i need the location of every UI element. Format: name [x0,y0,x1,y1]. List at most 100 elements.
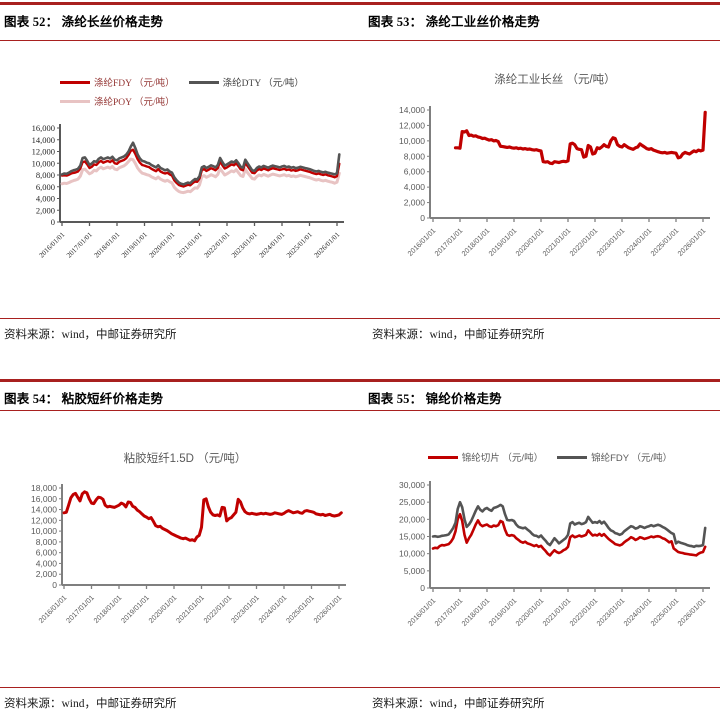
y-tick-label: 14,000 [31,505,57,515]
x-tick-label: 2023/01/01 [595,226,627,258]
y-tick-label: 6,000 [404,167,426,177]
x-tick-label: 2021/01/01 [541,596,573,628]
x-tick-label: 2026/01/01 [676,596,708,628]
x-tick-label: 2026/01/01 [313,230,342,259]
x-tick-label: 2019/01/01 [487,226,519,258]
x-tick-label: 2024/01/01 [258,230,287,259]
y-tick-label: 4,000 [36,558,58,568]
x-tick-label: 2020/01/01 [514,226,546,258]
x-tick-label: 2025/01/01 [649,226,681,258]
section2-rule [0,379,720,382]
legend-row: 涤纶POY （元/吨） [60,94,318,108]
series-line-1 [60,141,341,186]
x-tick-label: 2024/01/01 [622,596,654,628]
y-tick-label: 18,000 [31,483,57,493]
x-tick-label: 2017/01/01 [65,230,94,259]
x-tick-label: 2021/01/01 [541,226,573,258]
x-tick-label: 2022/01/01 [568,226,600,258]
y-tick-label: 20,000 [399,514,425,524]
legend-label: 涤纶POY （元/吨） [94,98,175,108]
y-tick-label: 16,000 [32,123,55,133]
x-tick-label: 2023/01/01 [595,596,627,628]
y-tick-label: 12,000 [399,120,425,130]
y-tick-label: 2,000 [36,205,55,215]
legend-item-nylon-fdy: 锦纶FDY （元/吨） [557,450,672,464]
x-tick-label: 2025/01/01 [284,593,316,625]
header-rule-bottom [0,410,720,411]
y-tick-label: 2,000 [36,569,58,579]
y-tick-label: 8,000 [404,151,426,161]
source-54: 资料来源：wind，中邮证券研究所 [4,698,177,710]
legend-label: 锦纶切片 （元/吨） [461,453,544,464]
x-tick-label: 2022/01/01 [203,230,232,259]
x-tick-label: 2020/01/01 [147,593,179,625]
fdy-line-swatch [60,80,90,84]
legend-item-dty: 涤纶DTY （元/吨） [188,75,304,89]
source-55: 资料来源：wind，中邮证券研究所 [372,698,545,710]
y-tick-label: 12,000 [32,147,55,157]
chart1-legend: 涤纶FDY （元/吨） 涤纶DTY （元/吨） 涤纶POY （元/吨） [60,75,318,113]
y-tick-label: 5,000 [404,566,426,576]
y-tick-label: 25,000 [399,497,425,507]
x-tick-label: 2022/01/01 [568,596,600,628]
y-tick-label: 0 [420,213,425,223]
y-tick-label: 12,000 [31,515,57,525]
x-tick-label: 2019/01/01 [120,230,149,259]
series-line-2 [60,157,341,195]
chart4-legend: 锦纶切片 （元/吨） 锦纶FDY （元/吨） [400,450,700,469]
industrial-yarn-chart: 0 2,000 4,000 6,000 8,000 10,000 12,000 14,000 2… [399,105,710,258]
nylon-fdy-swatch [557,455,588,459]
y-tick-label: 15,000 [399,532,425,542]
y-tick-label: 10,000 [31,526,57,536]
y-tick-label: 0 [51,217,55,227]
chart3-title: 粘胶短纤1.5D （元/吨） [123,453,247,465]
y-tick-label: 8,000 [36,537,58,547]
y-tick-label: 6,000 [36,548,58,558]
nylon-chip-swatch [427,455,458,459]
x-tick-label: 2023/01/01 [229,593,261,625]
nylon-chart: 0 5,000 10,000 15,000 20,000 25,000 30,000 2016… [399,480,710,628]
y-tick-label: 10,000 [399,136,425,146]
legend-row: 涤纶FDY （元/吨） 涤纶DTY （元/吨） [60,75,318,89]
series-line-0 [453,110,707,166]
x-tick-label: 2016/01/01 [406,226,438,258]
x-tick-label: 2019/01/01 [487,596,519,628]
y-tick-label: 6,000 [36,182,55,192]
x-tick-label: 2017/01/01 [64,593,96,625]
x-tick-label: 2022/01/01 [202,593,234,625]
legend-item-fdy: 涤纶FDY （元/吨） [60,75,175,89]
legend-item-poy: 涤纶POY （元/吨） [60,94,175,108]
panel-header-55: 图表 55： 锦纶价格走势 [368,392,502,406]
y-tick-label: 0 [52,580,57,590]
source-53: 资料来源：wind，中邮证券研究所 [372,329,545,341]
series-line-1 [431,500,707,549]
y-tick-label: 0 [420,583,425,593]
panel-header-52: 图表 52： 涤纶长丝价格走势 [4,15,164,29]
y-tick-label: 14,000 [399,105,425,115]
x-tick-label: 2025/01/01 [649,596,681,628]
header-rule-top [0,40,720,41]
x-tick-label: 2017/01/01 [433,226,465,258]
legend-item-chip: 锦纶切片 （元/吨） [427,450,544,464]
x-tick-label: 2026/01/01 [676,226,708,258]
x-tick-label: 2018/01/01 [92,593,124,625]
source-52: 资料来源：wind，中邮证券研究所 [4,329,177,341]
x-tick-label: 2018/01/01 [93,230,122,259]
x-tick-label: 2025/01/01 [285,230,314,259]
legend-label: 涤纶FDY （元/吨） [94,79,175,89]
x-tick-label: 2023/01/01 [230,230,259,259]
source-rule-top [0,318,720,319]
source-rule-bottom [0,687,720,688]
y-tick-label: 14,000 [32,135,55,145]
series-line-0 [431,512,707,557]
y-tick-label: 10,000 [32,158,55,168]
legend-label: 锦纶FDY （元/吨） [591,453,673,464]
y-tick-label: 30,000 [399,480,425,490]
y-tick-label: 16,000 [31,494,57,504]
legend-row: 锦纶切片 （元/吨） 锦纶FDY （元/吨） [400,450,700,464]
viscose-chart: 02,0004,0006,0008,00010,00012,00014,0001… [31,483,346,625]
y-tick-label: 8,000 [36,170,55,180]
x-tick-label: 2017/01/01 [433,596,465,628]
y-tick-label: 2,000 [404,198,426,208]
